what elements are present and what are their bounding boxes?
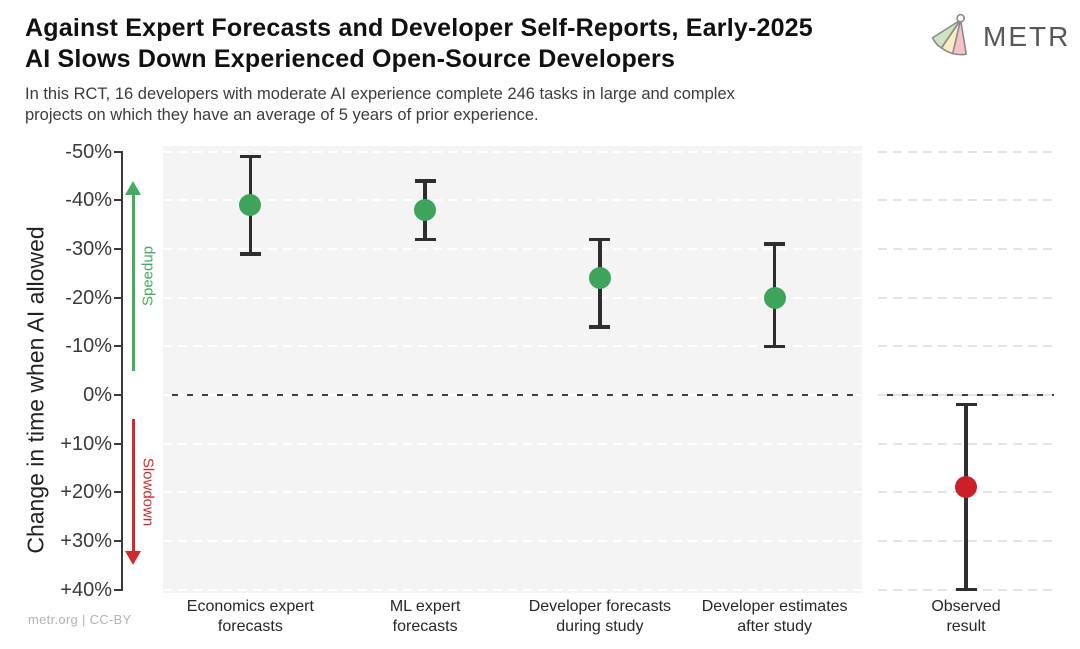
y-tick-label: -30%	[65, 237, 112, 260]
gridline-+10%	[163, 442, 862, 445]
data-point-marker	[955, 476, 977, 499]
error-bar-cap-lower	[414, 237, 436, 241]
slowdown-arrow-shaft	[131, 419, 135, 554]
subtitle-line-1: In this RCT, 16 developers with moderate…	[25, 85, 735, 103]
category-label: Economics expert forecasts	[186, 598, 314, 635]
y-tick-mark	[114, 540, 121, 542]
attribution-credit: metr.org | CC-BY	[28, 612, 132, 627]
y-tick-label: -20%	[65, 286, 112, 309]
error-bar-cap-upper	[764, 242, 786, 246]
gridline--30%	[163, 247, 862, 250]
category-label: Developer forecasts during study	[528, 598, 672, 635]
gridline--20%	[163, 296, 862, 299]
error-bar-cap-upper	[955, 402, 977, 407]
title-line-1: Against Expert Forecasts and Developer S…	[25, 14, 813, 42]
speedup-arrow-head	[125, 180, 141, 195]
gridline-+30%	[163, 540, 862, 542]
y-tick-mark	[114, 491, 121, 494]
speedup-label: Speedup	[139, 245, 157, 306]
y-tick-mark	[114, 296, 121, 299]
y-tick-mark	[114, 345, 121, 348]
page-title: Against Expert Forecasts and Developer S…	[25, 13, 925, 75]
y-axis-spine	[121, 150, 123, 591]
y-tick-mark	[114, 394, 121, 396]
y-tick-label: +10%	[60, 432, 112, 455]
gridline-0%	[878, 394, 1054, 396]
error-bar-cap-lower	[955, 587, 977, 592]
gridline--30%	[878, 247, 1054, 250]
y-tick-label: -10%	[65, 335, 112, 358]
gridline--40%	[163, 199, 862, 202]
data-point-marker	[239, 194, 262, 217]
error-bar-cap-lower	[764, 344, 786, 349]
gridline--40%	[878, 199, 1054, 202]
error-bar-cap-upper	[414, 179, 436, 183]
error-bar-cap-lower	[239, 252, 261, 256]
error-bar-cap-lower	[589, 325, 611, 329]
subtitle-line-2: projects on which they have an average o…	[25, 106, 539, 124]
y-tick-label: -40%	[65, 189, 112, 212]
y-tick-mark	[114, 247, 121, 250]
y-tick-mark	[114, 588, 121, 591]
y-tick-mark	[114, 199, 121, 202]
y-tick-label: +20%	[60, 481, 112, 504]
y-tick-label: -50%	[65, 140, 112, 163]
data-point-marker	[414, 199, 437, 222]
speedup-arrow-shaft	[131, 192, 135, 371]
gridline--50%	[878, 150, 1054, 153]
category-label: ML expert forecasts	[389, 598, 461, 635]
gridline-0%	[163, 394, 862, 396]
y-tick-label: +30%	[60, 530, 112, 552]
y-tick-mark	[114, 442, 121, 445]
gridline-+20%	[163, 491, 862, 494]
y-tick-mark	[114, 150, 121, 153]
metr-logo-text: METR	[983, 21, 1071, 52]
gridline--50%	[163, 150, 862, 153]
slowdown-label: Slowdown	[139, 458, 157, 527]
y-tick-label: 0%	[83, 384, 112, 406]
error-bar-cap-upper	[239, 154, 261, 159]
data-point-marker	[588, 267, 611, 290]
data-point-marker	[763, 286, 786, 309]
gridline-+40%	[163, 588, 862, 591]
slowdown-arrow-head	[125, 551, 141, 566]
error-bar-cap-upper	[589, 237, 611, 241]
metr-logo: METR	[928, 12, 1070, 62]
y-tick-label: +40%	[60, 578, 112, 601]
title-line-2: AI Slows Down Experienced Open-Source De…	[25, 45, 676, 73]
metr-fan-icon	[928, 12, 973, 62]
chart-panel-main	[163, 146, 862, 593]
category-label: Developer estimates after study	[701, 598, 848, 635]
category-label: Observed result	[931, 598, 1001, 635]
gridline--20%	[878, 296, 1054, 299]
gridline--10%	[163, 345, 862, 348]
chart-subtitle: In this RCT, 16 developers with moderate…	[25, 84, 985, 126]
gridline--10%	[878, 345, 1054, 348]
